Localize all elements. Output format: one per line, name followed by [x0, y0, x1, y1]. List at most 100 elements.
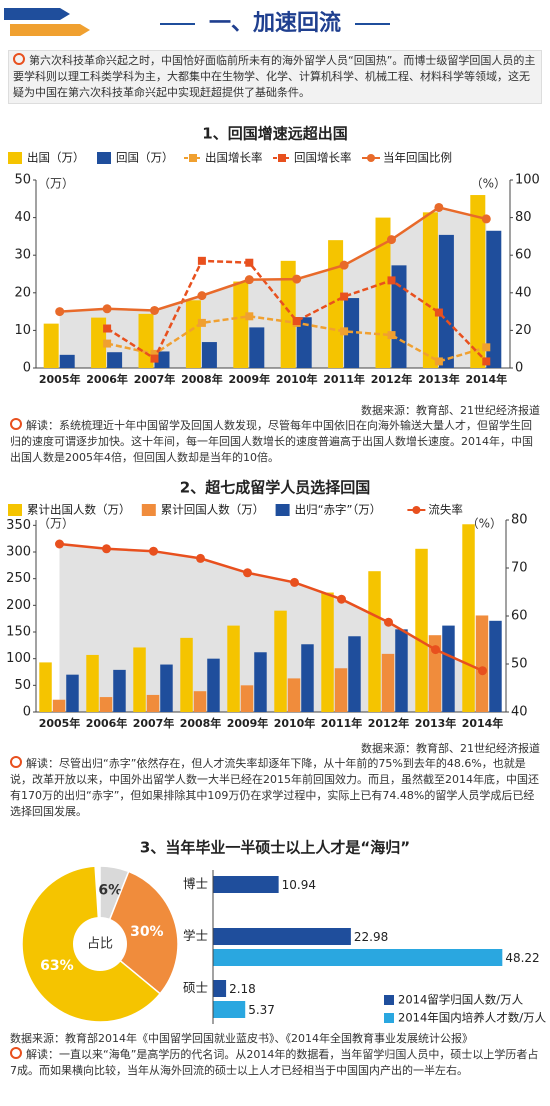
- bar: [233, 281, 249, 368]
- y2-tick-label: 40: [511, 705, 528, 720]
- line-marker: [387, 235, 396, 245]
- bar: [486, 230, 502, 368]
- bar: [193, 691, 207, 712]
- x-tick-label: 2012年: [371, 372, 413, 386]
- x-tick-label: 2005年: [39, 716, 81, 730]
- line-marker: [150, 349, 159, 358]
- intro-text: 第六次科技革命兴起之时，中国恰好面临前所未有的海外留学人员“回国热”。而博士级留…: [8, 50, 542, 104]
- line-marker: [340, 327, 349, 336]
- line-marker: [197, 291, 207, 301]
- bar: [201, 342, 217, 368]
- line-marker: [481, 214, 491, 224]
- y-tick-label: 0: [23, 705, 31, 720]
- line-marker: [290, 577, 299, 587]
- bar: [86, 654, 99, 712]
- bar: [240, 685, 254, 712]
- x-tick-label: 2006年: [86, 372, 128, 386]
- legend-marker: [8, 152, 22, 164]
- bar: [422, 212, 438, 368]
- y-tick-label: 250: [6, 571, 31, 586]
- line-marker: [103, 324, 112, 333]
- line-marker: [150, 354, 159, 363]
- slice-label: 6%: [98, 882, 122, 898]
- line: [59, 542, 484, 672]
- line-marker: [431, 645, 440, 655]
- line-marker: [292, 274, 302, 284]
- bar: [301, 644, 314, 712]
- legend-marker: [141, 504, 156, 516]
- bar: [428, 635, 442, 712]
- y-tick-label: 0: [23, 361, 31, 376]
- legend-label: 累计回国人数（万）: [161, 503, 264, 517]
- note: 解读：一直以来“海龟”是高学历的代名词。从2014年的数据看，当年留学归国人员中…: [10, 1048, 539, 1077]
- axis-unit: （万）: [38, 177, 74, 191]
- x-tick-label: 2013年: [418, 372, 460, 386]
- line-marker: [55, 539, 64, 549]
- chart-title: 1、回国增速远超出国: [202, 125, 347, 143]
- page-title: 一、加速回流: [209, 10, 341, 36]
- x-tick-label: 2006年: [86, 716, 128, 730]
- line-marker: [482, 343, 491, 352]
- axis-unit: （%）: [471, 177, 506, 191]
- bar: [287, 678, 301, 712]
- line-marker: [339, 260, 349, 270]
- header-icon: [4, 8, 390, 36]
- legend-label: 2014年国内培养人才数/万人: [398, 1011, 547, 1025]
- y2-tick-label: 60: [511, 609, 528, 624]
- axis-unit: （%）: [467, 517, 502, 531]
- note: 解读：尽管出归“赤字”依然存在，但人才流失率却逐年下降，从十年前的75%到去年的…: [10, 757, 539, 818]
- value-label: 48.22: [505, 951, 539, 965]
- bar: [107, 352, 123, 368]
- line-marker: [434, 202, 444, 212]
- value-label: 2.18: [229, 982, 256, 996]
- bar: [213, 1001, 246, 1018]
- x-tick-label: 2009年: [228, 372, 270, 386]
- bar: [146, 694, 160, 712]
- line-marker: [245, 312, 254, 321]
- bar: [185, 300, 201, 368]
- x-tick-label: 2010年: [274, 716, 316, 730]
- bar: [328, 240, 344, 368]
- y2-tick-label: 20: [515, 323, 532, 338]
- y-tick-label: 200: [6, 598, 31, 613]
- bar: [91, 317, 107, 368]
- bar: [438, 234, 454, 368]
- legend-label: 回国增长率: [294, 151, 352, 165]
- y-tick-label: 350: [6, 518, 31, 533]
- bar: [180, 637, 193, 712]
- line-marker: [292, 317, 301, 325]
- source: 数据来源：教育部2014年《中国留学回国就业蓝皮书》、《2014年全国教育事业发…: [10, 1032, 473, 1045]
- legend-label: 出归“赤字”（万）: [295, 503, 382, 517]
- bar: [113, 669, 126, 712]
- bar: [249, 327, 265, 368]
- line-marker: [244, 275, 254, 285]
- bar: [227, 625, 240, 712]
- bar: [160, 664, 173, 712]
- line-marker: [149, 546, 158, 556]
- legend-marker: [384, 995, 394, 1005]
- line-marker: [384, 617, 393, 627]
- bar: [381, 653, 395, 712]
- y-tick-label: 300: [6, 545, 31, 560]
- x-tick-label: 2013年: [415, 716, 457, 730]
- bar: [207, 658, 220, 712]
- pie-slice: [99, 870, 179, 995]
- line-marker: [197, 256, 206, 265]
- x-tick-label: 2010年: [276, 372, 318, 386]
- legend-marker: [189, 154, 197, 162]
- line-marker: [102, 544, 111, 554]
- chart-title: 2、超七成留学人员选择回国: [180, 479, 370, 497]
- line-marker: [387, 276, 396, 285]
- bar: [52, 699, 66, 712]
- line-marker: [150, 305, 159, 315]
- y-tick-label: 博士: [183, 876, 208, 891]
- y-tick-label: 10: [14, 323, 31, 338]
- legend-marker: [384, 1013, 394, 1023]
- legend-label: 当年回国比例: [383, 151, 452, 165]
- bar: [254, 652, 267, 712]
- y2-tick-label: 50: [511, 657, 528, 672]
- bar: [133, 647, 146, 712]
- y-tick-label: 150: [6, 625, 31, 640]
